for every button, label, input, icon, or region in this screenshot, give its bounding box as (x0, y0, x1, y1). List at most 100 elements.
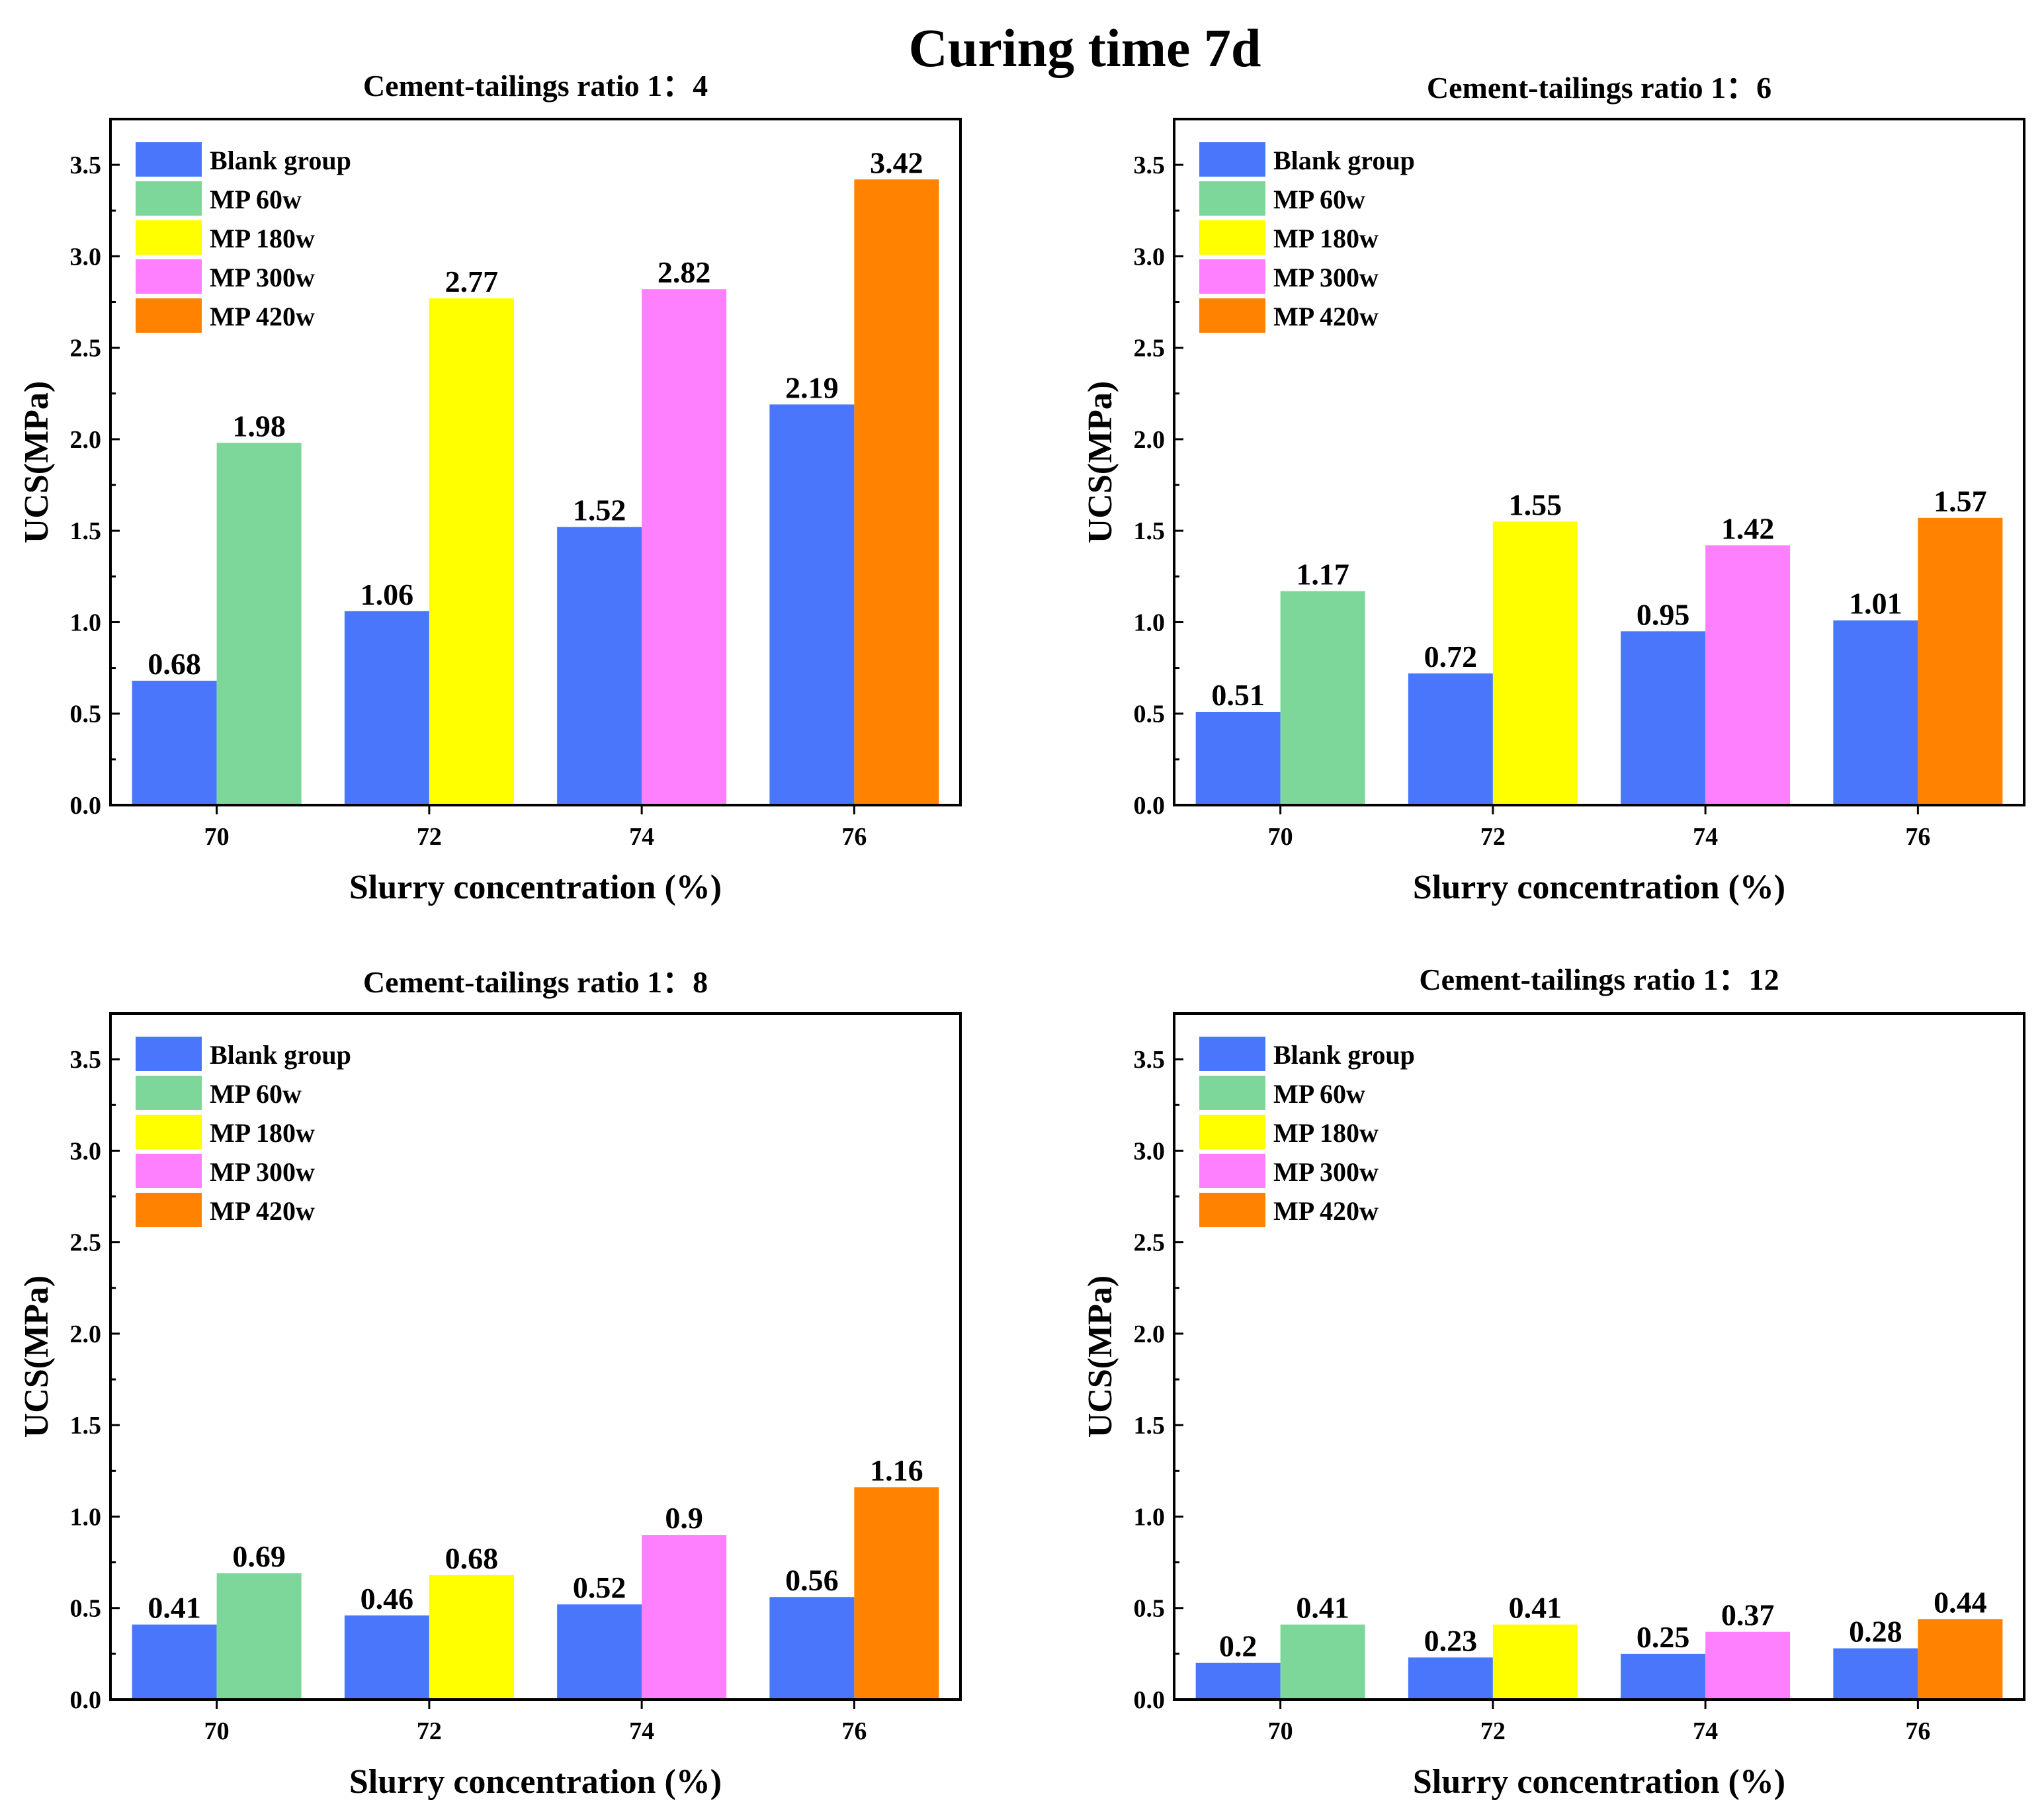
value-label: 0.23 (1424, 1623, 1478, 1657)
legend-label: MP 300w (210, 1157, 315, 1187)
legend-label: Blank group (1273, 146, 1415, 175)
bar-76-mp-420w (1918, 1619, 2003, 1700)
x-tick-label: 76 (841, 823, 867, 851)
figure-title: Curing time 7d (909, 18, 1261, 78)
chart-panel-1: Cement-tailings ratio 1：4 0.68 1.98 1.06 2.7… (18, 69, 962, 906)
legend-swatch (1199, 259, 1265, 294)
legend-label: MP 420w (1273, 302, 1379, 331)
y-tick-label: 2.5 (70, 1229, 102, 1257)
x-tick-label: 74 (1693, 823, 1718, 851)
y-tick-label: 0.5 (70, 701, 102, 728)
plot-frame (109, 1012, 962, 1701)
legend-label: MP 60w (210, 1079, 302, 1109)
y-tick-label: 2.0 (1134, 1320, 1166, 1348)
bar-72-blank-group (344, 611, 429, 805)
y-tick-label: 3.5 (1134, 1046, 1166, 1074)
y-tick-label: 0.0 (70, 792, 102, 820)
x-tick-label: 72 (1480, 1717, 1506, 1745)
y-tick-label: 1.5 (70, 1412, 102, 1440)
value-label: 0.41 (1296, 1591, 1349, 1625)
x-tick-label: 72 (417, 1717, 442, 1745)
bar-76-blank-group (1833, 620, 1918, 805)
y-axis-label: UCS(MPa) (1082, 1275, 1119, 1438)
y-tick-label: 0.5 (70, 1595, 102, 1623)
legend-swatch (136, 1154, 202, 1188)
legend: Blank group MP 60w MP 180w MP 300w MP 420w (136, 1037, 351, 1227)
legend: Blank group MP 60w MP 180w MP 300w MP 420w (1199, 142, 1415, 333)
legend-label: MP 300w (1273, 263, 1379, 292)
bar-70-blank-group (1195, 711, 1281, 805)
legend-swatch (136, 298, 202, 333)
bar-74-blank-group (1621, 1653, 1706, 1700)
value-label: 0.51 (1211, 678, 1265, 712)
legend-swatch (136, 1193, 202, 1227)
y-tick-label: 2.0 (70, 1320, 102, 1348)
value-label: 3.42 (870, 146, 923, 179)
value-label: 1.42 (1721, 511, 1775, 545)
legend-label: Blank group (1273, 1040, 1415, 1070)
bar-74-mp-300w (642, 1535, 727, 1700)
y-axis-label: UCS(MPa) (18, 381, 56, 544)
value-label: 1.57 (1934, 484, 1987, 518)
value-label: 0.41 (1509, 1591, 1562, 1625)
bar-70-mp-60w (1280, 1624, 1365, 1700)
y-tick-label: 2.0 (1134, 426, 1166, 454)
value-label: 1.52 (573, 494, 626, 527)
legend-swatch (1199, 1115, 1265, 1149)
y-tick-label: 2.5 (70, 335, 102, 363)
x-axis-label: Slurry concentration (%) (1413, 869, 1785, 906)
x-axis-label: Slurry concentration (%) (349, 1763, 722, 1801)
bar-76-blank-group (1833, 1648, 1918, 1700)
value-label: 1.01 (1849, 587, 1902, 621)
value-label: 0.68 (148, 647, 201, 681)
bar-70-mp-60w (216, 1573, 302, 1700)
x-tick-label: 70 (204, 1717, 230, 1745)
y-tick-label: 1.5 (1134, 1412, 1166, 1440)
y-tick-label: 3.0 (1134, 243, 1166, 271)
y-tick-label: 3.0 (1134, 1137, 1166, 1165)
bar-74-mp-300w (642, 289, 727, 805)
y-tick-label: 0.5 (1134, 701, 1166, 728)
x-axis-label: Slurry concentration (%) (349, 869, 722, 906)
legend: Blank group MP 60w MP 180w MP 300w MP 420w (1199, 1037, 1415, 1227)
y-tick-label: 3.5 (70, 151, 102, 179)
bar-70-blank-group (1195, 1662, 1281, 1700)
y-tick-label: 3.0 (70, 1137, 102, 1165)
legend-swatch (1199, 1154, 1265, 1188)
panel-title: Cement-tailings ratio 1：12 (1419, 963, 1779, 996)
legend-label: MP 60w (210, 185, 302, 214)
bar-72-blank-group (344, 1615, 429, 1700)
bar-76-blank-group (769, 1597, 855, 1700)
legend-swatch (1199, 298, 1265, 333)
legend-swatch (1199, 1076, 1265, 1110)
value-label: 0.9 (665, 1501, 703, 1535)
x-tick-label: 70 (204, 823, 230, 851)
x-tick-label: 76 (1905, 1717, 1930, 1745)
panels: Cement-tailings ratio 1：4 0.68 1.98 1.06 2.7… (18, 69, 2025, 1801)
x-axis-label: Slurry concentration (%) (1413, 1763, 1785, 1801)
y-tick-label: 2.5 (1134, 335, 1166, 363)
value-label: 2.77 (445, 265, 499, 298)
bar-74-mp-300w (1705, 1631, 1791, 1700)
bar-72-mp-180w (429, 1575, 514, 1700)
value-label: 2.19 (785, 370, 839, 404)
y-tick-label: 1.5 (1134, 517, 1166, 545)
legend-label: MP 180w (1273, 1118, 1379, 1148)
legend-swatch (1199, 1037, 1265, 1071)
bar-72-mp-180w (1492, 521, 1578, 805)
y-tick-label: 0.0 (1134, 792, 1166, 820)
x-tick-label: 70 (1268, 823, 1293, 851)
value-label: 1.98 (232, 409, 286, 443)
panel-title: Cement-tailings ratio 1：6 (1427, 71, 1771, 105)
x-tick-label: 76 (841, 1717, 867, 1745)
legend: Blank group MP 60w MP 180w MP 300w MP 420w (136, 142, 351, 333)
chart-panel-2: Cement-tailings ratio 1：6 0.51 1.17 0.72 1.5… (1082, 71, 2025, 906)
value-label: 1.17 (1296, 557, 1349, 591)
value-label: 2.82 (658, 255, 711, 289)
x-tick-label: 74 (1693, 1717, 1718, 1745)
y-tick-label: 1.0 (1134, 609, 1166, 636)
x-tick-label: 74 (629, 823, 654, 851)
x-tick-label: 72 (417, 823, 442, 851)
legend-label: MP 60w (1273, 1079, 1365, 1109)
plot-frame (1173, 1012, 2025, 1701)
